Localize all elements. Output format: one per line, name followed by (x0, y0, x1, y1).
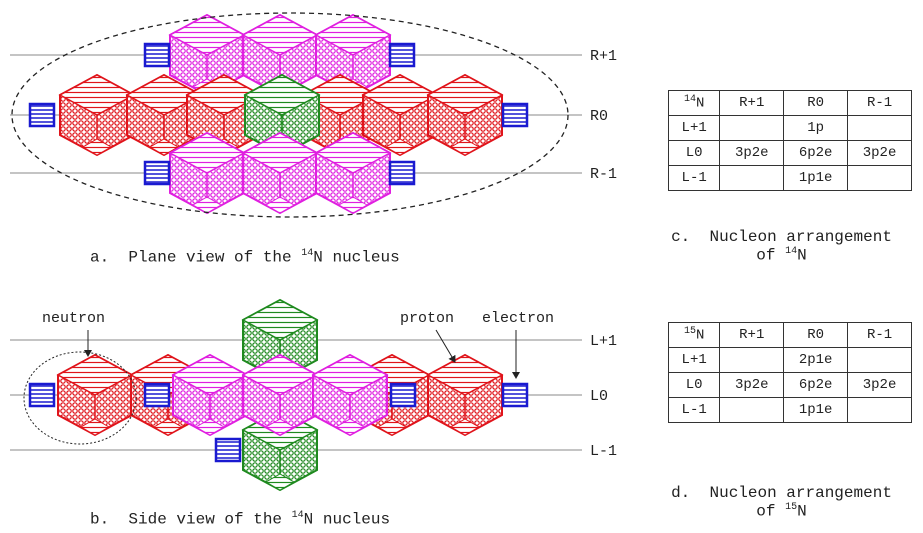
level-label: R0 (590, 108, 608, 125)
table-cell: 6p2e (784, 141, 848, 166)
hexagon (363, 75, 437, 155)
table-cell (720, 348, 784, 373)
caption-text: N nucleus (304, 510, 390, 528)
electron (503, 104, 527, 126)
table-cell: 1p1e (784, 398, 848, 423)
table-cell: L+1 (669, 116, 720, 141)
caption-text: of (756, 246, 775, 264)
figure: R+1R0R-1L+1L0L-1neutronprotonelectron (0, 0, 923, 533)
table-cell: R+1 (720, 91, 784, 116)
hexagon (428, 75, 502, 155)
electron (30, 384, 54, 406)
electron (390, 162, 414, 184)
caption: a. Plane view of the 14N nucleus (90, 248, 400, 266)
table-cell: L-1 (669, 166, 720, 191)
electron (391, 384, 415, 406)
table-cell (720, 166, 784, 191)
table-cell (720, 116, 784, 141)
table-cell (720, 398, 784, 423)
table-cell (848, 348, 912, 373)
hexagon (243, 133, 317, 213)
table-row: L-1 1p1e (669, 166, 912, 191)
level-label: L+1 (590, 333, 617, 350)
table-cell: R-1 (848, 91, 912, 116)
caption-text: of (756, 502, 775, 520)
mass-number: 14 (684, 94, 696, 105)
table-cell: R0 (784, 91, 848, 116)
level-label: L-1 (590, 443, 617, 460)
table-cell: 1p (784, 116, 848, 141)
table-cell: L0 (669, 373, 720, 398)
hexagon (428, 355, 502, 435)
table-cell: R+1 (720, 323, 784, 348)
table-cell (848, 166, 912, 191)
table-cell: L-1 (669, 398, 720, 423)
caption-text: Nucleon arrangement (709, 484, 891, 502)
level-label: L0 (590, 388, 608, 405)
table-cell: 6p2e (784, 373, 848, 398)
hexagon (60, 75, 134, 155)
caption-label: c. (671, 228, 690, 246)
element-symbol: N (696, 96, 704, 112)
table-cell: R-1 (848, 323, 912, 348)
caption-label: d. (671, 484, 690, 502)
caption: b. Side view of the 14N nucleus (90, 510, 390, 528)
table-cell: L+1 (669, 348, 720, 373)
table-cell: 15N (669, 323, 720, 348)
mass-number: 14 (301, 248, 313, 259)
electron (390, 44, 414, 66)
table-cell: 14N (669, 91, 720, 116)
table-row: L+1 2p1e (669, 348, 912, 373)
element-symbol: N (696, 328, 704, 344)
caption-text: Plane view of the (128, 248, 291, 266)
annotation: proton (400, 310, 454, 327)
element-symbol: N (797, 502, 807, 520)
table-cell: 3p2e (848, 141, 912, 166)
mass-number: 14 (292, 510, 304, 521)
electron (145, 162, 169, 184)
mass-number: 14 (785, 246, 797, 257)
table-cell (848, 116, 912, 141)
electron (145, 384, 169, 406)
table-cell: R0 (784, 323, 848, 348)
caption-text: N nucleus (313, 248, 399, 266)
caption-text: Nucleon arrangement (709, 228, 891, 246)
caption-label: a. (90, 248, 109, 266)
table-cell: L0 (669, 141, 720, 166)
page: R+1R0R-1L+1L0L-1neutronprotonelectron a.… (0, 0, 923, 533)
annotation: electron (482, 310, 554, 327)
electron (216, 439, 240, 461)
level-label: R-1 (590, 166, 617, 183)
table-cell (848, 398, 912, 423)
electron (30, 104, 54, 126)
mass-number: 15 (785, 502, 797, 513)
caption-label: b. (90, 510, 109, 528)
element-symbol: N (797, 246, 807, 264)
arrow (436, 330, 455, 362)
table-cell: 3p2e (720, 373, 784, 398)
level-label: R+1 (590, 48, 617, 65)
table-row: 15NR+1R0R-1 (669, 323, 912, 348)
mass-number: 15 (684, 326, 696, 337)
table-row: L+1 1p (669, 116, 912, 141)
table-row: L-1 1p1e (669, 398, 912, 423)
table-cell: 3p2e (720, 141, 784, 166)
table-cell: 3p2e (848, 373, 912, 398)
table-cell: 1p1e (784, 166, 848, 191)
annotation: neutron (42, 310, 105, 327)
table-cell: 2p1e (784, 348, 848, 373)
caption-text: Side view of the (128, 510, 282, 528)
electron (145, 44, 169, 66)
electron (503, 384, 527, 406)
